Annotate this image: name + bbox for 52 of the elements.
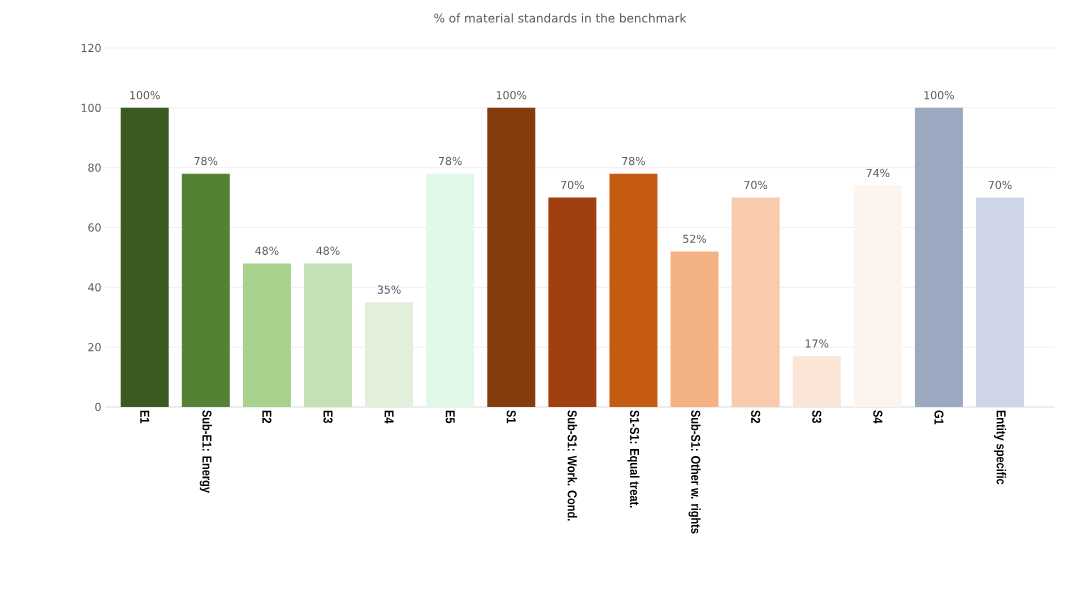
bar [609,173,658,407]
bar [792,356,841,407]
data-label: 52% [683,234,707,243]
bar [731,197,780,407]
x-tick-label: S1 [506,410,516,424]
x-tick-label: S4 [873,410,883,424]
data-label: 78% [622,156,646,166]
x-tick-label: S1-S1: Equal treat. [627,410,640,508]
chart-title: % of material standards in the benchmark [434,13,687,23]
bar [487,107,536,407]
data-label: 35% [377,285,401,294]
x-tick-label: E4 [384,410,394,424]
x-tick-label: E3 [323,410,333,424]
bar [242,263,291,407]
x-tick-label: Sub-S1: Other w. rights [688,410,701,534]
x-tick-label: S3 [812,410,822,424]
bar [426,173,475,407]
data-label: 78% [438,156,462,166]
data-label: 70% [744,180,768,190]
bar [365,302,414,407]
data-label: 74% [866,168,890,178]
y-tick-label: 80 [88,163,101,172]
data-label: 78% [194,156,218,166]
y-tick-label: 0 [95,402,101,412]
x-tick-label: S2 [751,410,761,424]
y-tick-label: 60 [88,223,101,232]
bar [303,263,352,407]
data-label: 100% [924,91,954,100]
data-label: 70% [988,180,1012,190]
x-tick-label: Sub-S1: Work. Cond. [567,410,578,521]
data-label: 17% [805,339,829,348]
x-tick-label: Sub-E1: Energy [199,410,212,493]
bar [120,107,169,407]
data-label: 100% [496,91,527,100]
bar [976,197,1025,407]
x-tick-label: E2 [262,410,272,424]
y-tick-label: 20 [88,343,101,352]
y-tick-label: 120 [81,43,101,53]
bar [548,197,597,407]
data-label: 48% [316,246,340,255]
data-label: 70% [561,180,584,190]
bar [914,107,963,407]
bar [670,251,719,407]
data-label: 100% [130,91,160,100]
x-tick-label: Entity specific [993,410,1007,485]
bar [181,173,230,407]
x-tick-label: G1 [934,410,944,425]
data-label: 48% [255,246,279,255]
x-tick-label: E5 [445,410,455,424]
y-tick-label: 40 [88,283,101,292]
y-tick-label: 100 [81,103,101,112]
x-tick-label: E1 [140,410,150,424]
